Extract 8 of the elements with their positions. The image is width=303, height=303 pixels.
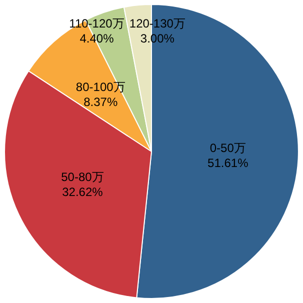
slice-label: 50-80万 bbox=[61, 170, 104, 184]
data-label: 4.40% bbox=[80, 32, 114, 46]
slice-label: 0-50万 bbox=[210, 140, 246, 155]
slice-label: 110-120万 bbox=[69, 16, 124, 31]
data-label: 51.61% bbox=[208, 156, 249, 170]
data-label: 32.62% bbox=[62, 184, 104, 199]
slice-label: 80-100万 bbox=[76, 80, 126, 94]
data-label: 8.37% bbox=[84, 94, 118, 109]
